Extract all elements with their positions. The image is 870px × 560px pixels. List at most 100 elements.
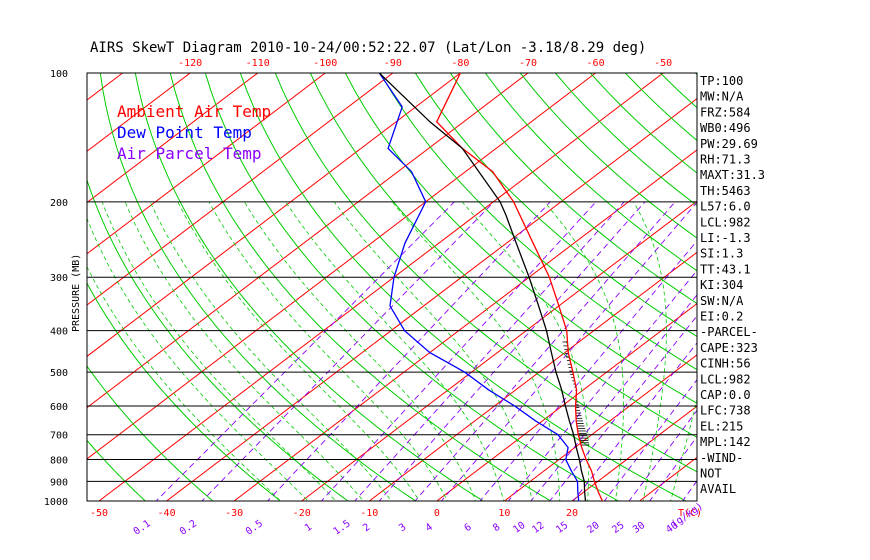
index-entry: EL:215 bbox=[700, 419, 743, 433]
index-entry: MPL:142 bbox=[700, 435, 751, 449]
mixing-ratio-line bbox=[414, 201, 676, 501]
bottom-temperature-tick-label: -10 bbox=[360, 508, 378, 519]
moist-adiabat-line bbox=[124, 201, 364, 501]
dry-adiabat-line bbox=[169, 73, 552, 501]
mixing-ratio-tick-label: 3 bbox=[397, 522, 408, 534]
pressure-tick-label: 600 bbox=[50, 402, 68, 413]
bottom-temperature-tick-label: 0 bbox=[434, 508, 440, 519]
isotherm-line bbox=[504, 354, 697, 501]
profile-curves bbox=[378, 73, 603, 501]
series-line bbox=[378, 73, 587, 501]
index-entry: L57:6.0 bbox=[700, 200, 751, 214]
moist-adiabat-line bbox=[544, 201, 624, 501]
moist-adiabat-line bbox=[461, 201, 590, 501]
index-entry: SI:1.3 bbox=[700, 247, 743, 261]
top-temperature-tick-labels: -120 -110 -100 -90 -80 -70 -60 -50 bbox=[178, 58, 672, 69]
top-temperature-tick-label: -110 bbox=[246, 58, 270, 69]
bottom-temperature-tick-labels: -50 -40 -30 -20 -10 0 10 20 bbox=[90, 508, 578, 519]
moist-adiabat-line bbox=[670, 397, 697, 501]
dry-adiabat-line bbox=[134, 73, 485, 501]
index-entry: CINH:56 bbox=[700, 357, 751, 371]
mixing-ratio-line bbox=[479, 240, 697, 501]
dry-adiabat-line bbox=[800, 73, 870, 510]
index-entry: NOT bbox=[700, 467, 722, 481]
index-entry: LCL:982 bbox=[700, 215, 751, 229]
x-axis-label: T(C) bbox=[678, 508, 702, 519]
mixing-ratio-line bbox=[267, 201, 551, 501]
isotherm-line bbox=[233, 149, 697, 501]
isotherm-line bbox=[436, 303, 697, 501]
pressure-tick-label: 1000 bbox=[44, 497, 68, 508]
dry-adiabat-line bbox=[414, 73, 697, 338]
pressure-tick-label: 100 bbox=[50, 69, 68, 80]
mixing-ratio-tick-label: 30 bbox=[631, 520, 647, 536]
index-entry: LFC:738 bbox=[700, 404, 751, 418]
mixing-ratio-tick-label: 1.5 bbox=[332, 518, 353, 537]
isotherm-line bbox=[87, 73, 394, 306]
series-line bbox=[435, 73, 603, 501]
index-entry: TH:5463 bbox=[700, 184, 751, 198]
moist-adiabat-line bbox=[149, 201, 392, 501]
dry-adiabat-line bbox=[87, 282, 282, 501]
dry-adiabat-line bbox=[765, 73, 870, 510]
mixing-ratio-tick-label: 25 bbox=[610, 520, 626, 536]
pressure-tick-label: 700 bbox=[50, 431, 68, 442]
index-entry: -PARCEL- bbox=[700, 325, 758, 339]
pressure-tick-labels: 100 200 300 400 500 600 700 800 900 1000 bbox=[44, 69, 68, 508]
index-entry: FRZ:584 bbox=[700, 105, 751, 119]
dry-adiabat-line bbox=[99, 73, 417, 501]
top-temperature-tick-label: -120 bbox=[178, 58, 202, 69]
top-temperature-tick-label: -70 bbox=[519, 58, 537, 69]
top-temperature-tick-label: -50 bbox=[654, 58, 672, 69]
index-entry: EI:0.2 bbox=[700, 310, 743, 324]
index-entry: LCL:982 bbox=[700, 372, 751, 386]
mixing-ratio-tick-label: 15 bbox=[554, 520, 570, 536]
chart-title: AIRS SkewT Diagram 2010-10-24/00:52:22.0… bbox=[90, 40, 646, 56]
isotherm-line bbox=[87, 73, 191, 152]
dry-adiabat-line bbox=[274, 73, 697, 473]
dry-adiabat-line bbox=[449, 73, 697, 305]
isotherm-line bbox=[842, 73, 870, 501]
mixing-ratio-tick-label: 1 bbox=[303, 522, 314, 534]
dry-adiabat-line bbox=[87, 178, 349, 501]
mixing-ratio-tick-label: 2 bbox=[361, 522, 372, 534]
isotherm-line bbox=[87, 73, 529, 409]
isotherm-line bbox=[166, 97, 697, 501]
moist-adiabat-line bbox=[101, 201, 337, 501]
index-entry: SW:N/A bbox=[700, 294, 744, 308]
bottom-temperature-tick-label: -30 bbox=[225, 508, 243, 519]
index-entry: RH:71.3 bbox=[700, 153, 751, 167]
bottom-temperature-tick-label: -20 bbox=[293, 508, 311, 519]
index-entry: AVAIL bbox=[700, 482, 736, 496]
legend-entry: Air Parcel Temp bbox=[117, 144, 262, 163]
pressure-tick-label: 500 bbox=[50, 368, 68, 379]
mixing-ratio-line bbox=[378, 201, 646, 501]
index-entry: KI:304 bbox=[700, 278, 743, 292]
index-entry: MW:N/A bbox=[700, 90, 744, 104]
mixing-ratio-line bbox=[530, 294, 697, 501]
isotherm-line bbox=[571, 405, 697, 501]
series-line bbox=[378, 73, 580, 501]
dry-adiabat-line bbox=[379, 73, 697, 371]
isotherm-line bbox=[775, 73, 870, 501]
index-entry: WB0:496 bbox=[700, 121, 751, 135]
dry-adiabat-line bbox=[87, 365, 214, 501]
dry-adiabat-line bbox=[87, 439, 147, 501]
mixing-ratio-line bbox=[549, 315, 697, 501]
mixing-ratio-tick-label: 0.5 bbox=[244, 518, 265, 537]
index-entry: LI:-1.3 bbox=[700, 231, 751, 245]
legend-entry: Dew Point Temp bbox=[117, 123, 252, 142]
plot-frame bbox=[86, 72, 698, 502]
moist-adiabat-line bbox=[333, 201, 533, 501]
mixing-ratio-line bbox=[572, 342, 697, 501]
mixing-ratio-tick-label: 10 bbox=[511, 520, 527, 536]
mixing-ratio-line bbox=[603, 379, 697, 501]
isotherm-line bbox=[87, 73, 259, 204]
mixing-ratio-tick-label: 4 bbox=[424, 522, 435, 534]
isotherm-line bbox=[87, 73, 461, 357]
moist-adiabat-line bbox=[633, 201, 667, 501]
moist-adiabat-line bbox=[87, 265, 282, 501]
index-entry: TT:43.1 bbox=[700, 262, 751, 276]
